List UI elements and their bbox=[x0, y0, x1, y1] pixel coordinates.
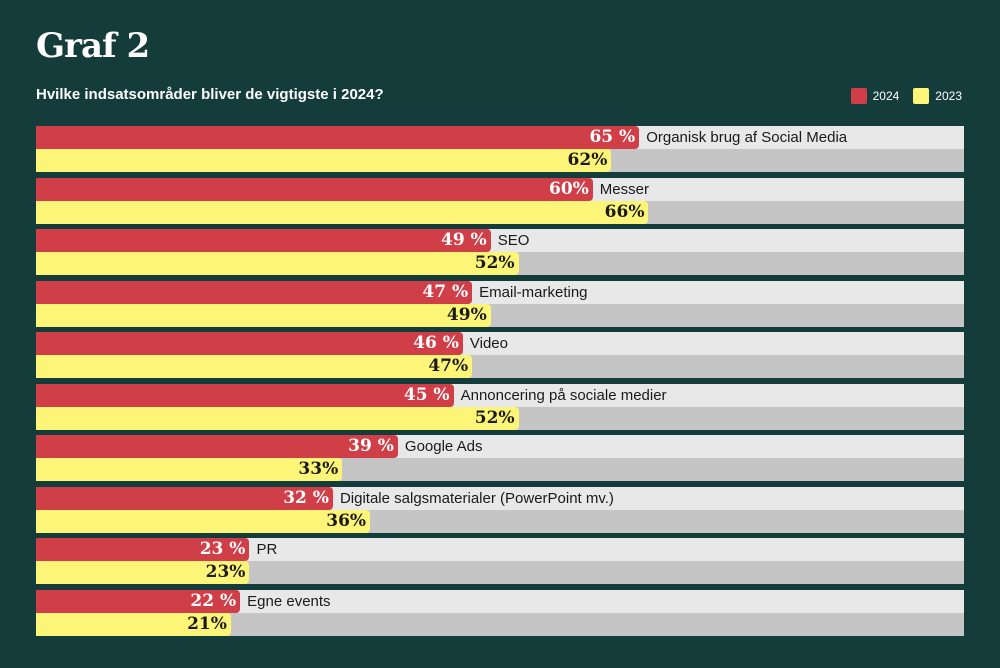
category-label: Messer bbox=[599, 180, 649, 198]
chart-row: 47 % 49% Email-marketing bbox=[36, 280, 964, 327]
bar-2023 bbox=[36, 303, 491, 327]
bar-2024 bbox=[36, 177, 593, 201]
value-label-2023: 33% bbox=[298, 459, 339, 479]
bar-2023 bbox=[36, 149, 612, 172]
bar-2024 bbox=[36, 383, 454, 407]
legend-item-2023: 2023 bbox=[913, 88, 962, 104]
bar-track-2024 bbox=[36, 538, 964, 561]
bar-2023 bbox=[36, 200, 649, 224]
chart-row: 49 % 52% SEO bbox=[36, 229, 964, 275]
category-label: Digitale salgsmaterialer (PowerPoint mv.… bbox=[339, 489, 614, 507]
value-label-2023: 36% bbox=[326, 510, 367, 531]
value-label-2023: 52% bbox=[474, 253, 515, 273]
value-label-2023: 52% bbox=[474, 407, 515, 428]
value-label-2023: 21% bbox=[187, 613, 227, 634]
legend-label-2024: 2024 bbox=[872, 89, 900, 103]
chart-row: 46 % 47% Video bbox=[36, 332, 964, 378]
legend-swatch-2024 bbox=[850, 88, 867, 104]
bar-2023 bbox=[36, 561, 250, 584]
category-label: Video bbox=[469, 335, 508, 352]
category-label: PR bbox=[256, 541, 278, 558]
category-label: Egne events bbox=[247, 592, 331, 610]
value-label-2024: 47 % bbox=[422, 281, 469, 302]
legend-label-2023: 2023 bbox=[935, 89, 962, 103]
legend-item-2024: 2024 bbox=[850, 88, 900, 104]
category-label: Organisk brug af Social Media bbox=[646, 129, 848, 146]
category-label: Annoncering på sociale medier bbox=[460, 386, 667, 404]
chart-row: 39 % 33% Google Ads bbox=[36, 435, 964, 481]
value-label-2024: 46 % bbox=[413, 333, 459, 353]
bar-2023 bbox=[36, 355, 473, 378]
bar-track-2023 bbox=[36, 612, 964, 636]
chart-row: 45 % 52% Annoncering på sociale medier bbox=[36, 383, 964, 430]
value-label-2023: 47% bbox=[428, 356, 469, 376]
value-label-2024: 49 % bbox=[440, 230, 487, 250]
category-label: Google Ads bbox=[404, 438, 483, 455]
legend-swatch-2023 bbox=[913, 88, 930, 104]
bar-2024 bbox=[36, 435, 398, 458]
chart-row: 65 % 62% Organisk brug af Social Media bbox=[36, 126, 964, 172]
value-label-2024: 60% bbox=[548, 178, 589, 199]
legend: 2024 2023 bbox=[845, 88, 962, 104]
bar-2023 bbox=[36, 252, 519, 275]
bar-track-2024 bbox=[36, 589, 964, 613]
bar-2024 bbox=[36, 332, 463, 355]
value-label-2024: 65 % bbox=[589, 127, 636, 147]
value-label-2023: 49% bbox=[446, 304, 487, 325]
value-label-2024: 39 % bbox=[348, 436, 394, 456]
value-label-2024: 22 % bbox=[190, 590, 237, 611]
value-label-2023: 66% bbox=[604, 201, 645, 222]
chart-row: 32 % 36% Digitale salgsmaterialer (PowerPo… bbox=[36, 486, 964, 533]
value-label-2024: 32 % bbox=[283, 487, 329, 508]
value-label-2024: 23 % bbox=[199, 539, 246, 559]
chart-row: 22 % 21% Egne events bbox=[36, 589, 964, 636]
bar-2023 bbox=[36, 509, 371, 533]
bar-2023 bbox=[36, 612, 231, 636]
chart-subtitle: Hvilke indsatsområder bliver de vigtigst… bbox=[36, 86, 384, 103]
category-label: Email-marketing bbox=[479, 283, 588, 301]
bar-2023 bbox=[36, 406, 519, 430]
bar-2024 bbox=[36, 538, 250, 561]
value-label-2024: 45 % bbox=[403, 384, 450, 405]
chart-row: 60% 66% Messer bbox=[36, 177, 964, 224]
bar-2024 bbox=[36, 589, 241, 613]
bar-2024 bbox=[36, 229, 491, 252]
chart-title: Graf 2 bbox=[36, 26, 150, 66]
category-label: SEO bbox=[497, 232, 530, 249]
bar-2023 bbox=[36, 458, 343, 481]
bar-track-2023 bbox=[36, 561, 964, 584]
bar-chart: 65 % 62% Organisk brug af Social Media 60% 6… bbox=[36, 126, 964, 636]
bar-2024 bbox=[36, 280, 473, 304]
value-label-2023: 62% bbox=[567, 150, 608, 170]
chart-row: 23 % 23% PR bbox=[36, 538, 964, 584]
value-label-2023: 23% bbox=[205, 562, 246, 582]
bar-2024 bbox=[36, 126, 640, 149]
bar-2024 bbox=[36, 486, 333, 510]
